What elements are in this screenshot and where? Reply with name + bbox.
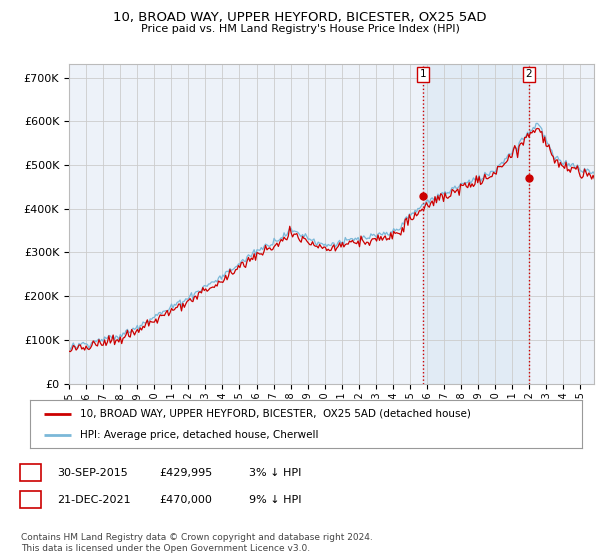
Text: 3% ↓ HPI: 3% ↓ HPI — [249, 468, 301, 478]
Text: 10, BROAD WAY, UPPER HEYFORD, BICESTER, OX25 5AD: 10, BROAD WAY, UPPER HEYFORD, BICESTER, … — [113, 11, 487, 24]
Text: 2: 2 — [27, 494, 34, 505]
Bar — [422, 64, 529, 384]
Text: HPI: Average price, detached house, Cherwell: HPI: Average price, detached house, Cher… — [80, 430, 318, 440]
Text: Contains HM Land Registry data © Crown copyright and database right 2024.
This d: Contains HM Land Registry data © Crown c… — [21, 533, 373, 553]
Text: 30-SEP-2015: 30-SEP-2015 — [57, 468, 128, 478]
Text: 1: 1 — [27, 468, 34, 478]
Text: £429,995: £429,995 — [159, 468, 212, 478]
Text: 2: 2 — [526, 69, 532, 79]
Text: Price paid vs. HM Land Registry's House Price Index (HPI): Price paid vs. HM Land Registry's House … — [140, 24, 460, 34]
Text: 9% ↓ HPI: 9% ↓ HPI — [249, 494, 302, 505]
Text: 1: 1 — [419, 69, 426, 79]
Text: £470,000: £470,000 — [159, 494, 212, 505]
Text: 10, BROAD WAY, UPPER HEYFORD, BICESTER,  OX25 5AD (detached house): 10, BROAD WAY, UPPER HEYFORD, BICESTER, … — [80, 409, 470, 419]
Text: 21-DEC-2021: 21-DEC-2021 — [57, 494, 131, 505]
